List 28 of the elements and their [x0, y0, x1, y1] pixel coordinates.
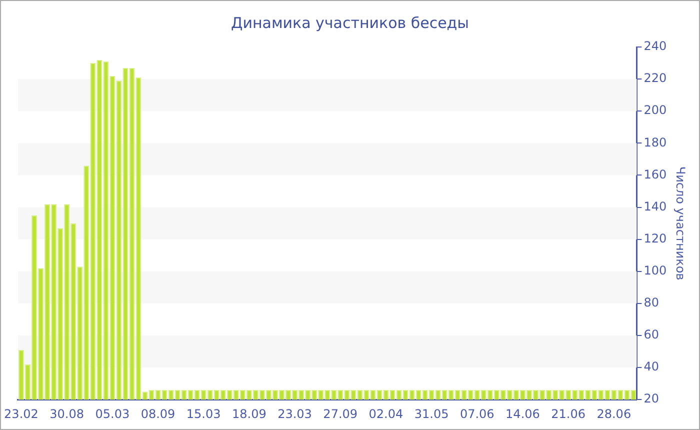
- x-tick-label: 27.09: [323, 406, 358, 421]
- y-tick-label: 40: [644, 360, 659, 374]
- x-tick-label: 05.03: [95, 406, 130, 421]
- x-tick-label: 14.06: [506, 406, 540, 421]
- y-tick-label: 200: [644, 103, 667, 118]
- y-tick-label: 160: [644, 167, 667, 182]
- x-tick-label: 08.09: [140, 406, 176, 421]
- x-tick-label: 23.02: [4, 406, 38, 421]
- x-tick-label: 02.04: [368, 406, 404, 421]
- y-tick-label: 100: [644, 264, 667, 278]
- x-tick-label: 28.06: [596, 406, 632, 421]
- y-tick-label: 180: [644, 135, 667, 150]
- y-tick-label: 140: [644, 199, 667, 214]
- chart-title: Динамика участников беседы: [230, 14, 470, 32]
- x-tick-label: 15.03: [186, 406, 221, 421]
- y-tick-label: 80: [644, 296, 659, 310]
- x-tick-label: 23.03: [278, 406, 312, 421]
- y-tick-label: 120: [644, 231, 667, 246]
- x-tick-label: 21.06: [551, 406, 586, 421]
- x-tick-label: 30.08: [50, 406, 84, 421]
- x-tick-label: 07.06: [460, 406, 494, 421]
- y-tick-label: 20: [644, 392, 659, 406]
- x-tick-label: 31.05: [414, 406, 449, 421]
- y-tick-label: 60: [644, 328, 659, 342]
- y-axis-title: Число участников: [674, 166, 688, 280]
- x-tick-label: 18.09: [232, 406, 266, 421]
- y-tick-label: 240: [644, 39, 667, 54]
- y-tick-label: 220: [644, 71, 667, 86]
